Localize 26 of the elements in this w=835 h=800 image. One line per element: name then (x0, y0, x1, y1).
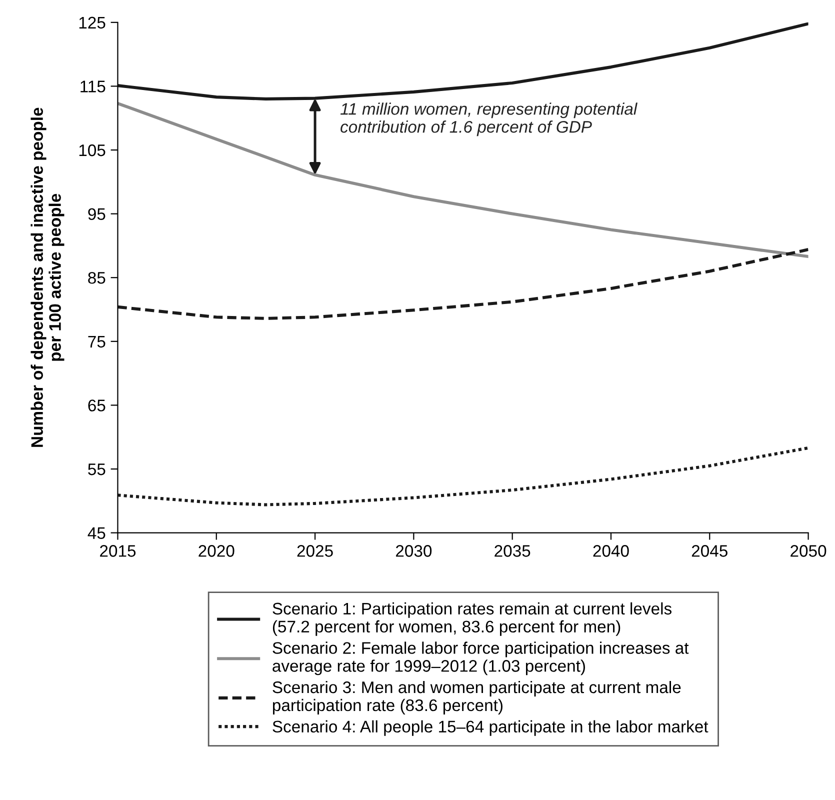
x-tick-label: 2020 (198, 545, 234, 557)
x-tick-label: 2050 (790, 545, 826, 557)
y-tick-label: 95 (88, 208, 106, 220)
line-series (118, 248, 808, 320)
y-axis-title: Number of dependents and inactive people per 100 active people (30, 108, 64, 447)
annotation: 11 million women, representing potential contribution of 1.6 percent of GDP (340, 102, 638, 136)
y-tick-label: 115 (80, 80, 106, 92)
legend-label: Scenario 1: Participation rates remain at current levels (57.2 percent for women, 83.6 percent for men) (272, 602, 672, 636)
x-tick-label: 2045 (692, 545, 728, 557)
y-tick-label: 85 (88, 272, 106, 284)
x-tick-label: 2025 (297, 545, 333, 557)
legend-label: Scenario 3: Men and women participate at current male participation rate (83.6 percent) (272, 680, 681, 714)
x-tick-label: 2015 (100, 545, 136, 557)
x-tick-label: 2040 (593, 545, 629, 557)
x-tick-label: 2030 (396, 545, 432, 557)
line-series (118, 446, 808, 506)
y-tick-label: 65 (88, 400, 106, 412)
y-tick-label: 75 (88, 336, 106, 348)
x-tick-label: 2035 (494, 545, 530, 557)
legend-label: Scenario 4: All people 15–64 participate in the labor market (272, 720, 708, 736)
y-tick-label: 105 (79, 144, 106, 156)
y-tick-label: 55 (88, 464, 106, 476)
y-tick-label: 45 (88, 527, 106, 540)
line-series (118, 102, 808, 258)
legend-label: Scenario 2: Female labor force participation increases at average rate for 1999–2012 (1.03 percent) (272, 642, 689, 676)
y-tick-label: 125 (79, 16, 106, 29)
